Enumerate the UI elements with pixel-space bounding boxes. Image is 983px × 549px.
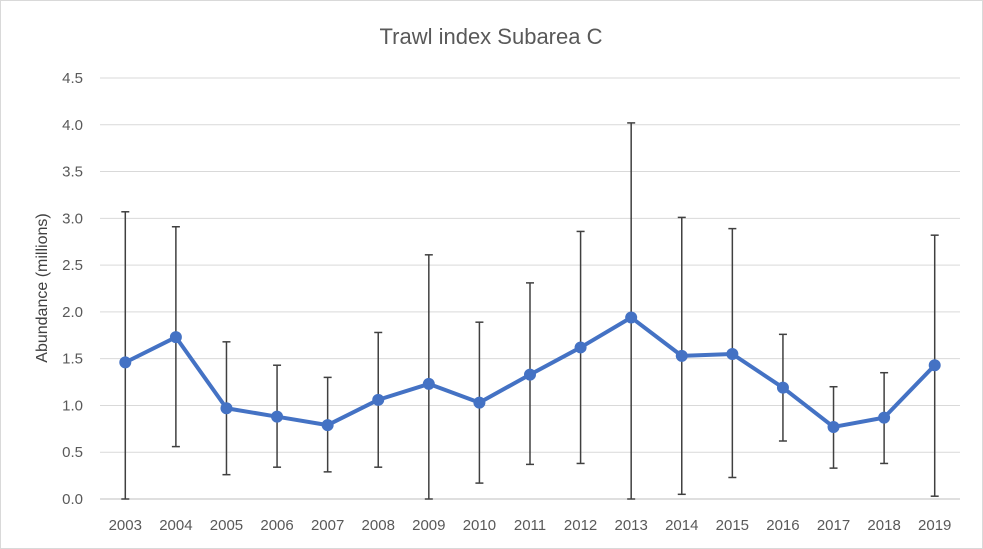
error-bar: [627, 122, 636, 500]
y-tick-label: 1.0: [62, 397, 83, 414]
data-point: [119, 356, 132, 369]
error-bar: [121, 211, 130, 500]
data-point: [321, 419, 334, 432]
x-axis-ticks: 2003 2004 2005 2006 2007 2008 2009 2010 2011 2012…: [109, 517, 952, 534]
x-tick-label: 2012: [564, 517, 597, 534]
chart-title: Trawl index Subarea C: [380, 24, 603, 49]
error-bars: [121, 122, 939, 500]
data-point: [675, 349, 688, 362]
x-tick-label: 2019: [918, 517, 951, 534]
data-point: [625, 311, 638, 324]
data-point: [827, 420, 840, 433]
y-tick-label: 0.5: [62, 444, 83, 461]
x-tick-label: 2006: [260, 517, 293, 534]
data-point: [726, 347, 739, 360]
x-tick-label: 2005: [210, 517, 243, 534]
y-tick-label: 4.0: [62, 117, 83, 134]
data-point: [169, 331, 182, 344]
x-tick-label: 2008: [362, 517, 395, 534]
data-point: [473, 396, 486, 409]
data-point: [271, 410, 284, 423]
x-tick-label: 2016: [766, 517, 799, 534]
x-tick-label: 2013: [614, 517, 647, 534]
x-tick-label: 2007: [311, 517, 344, 534]
data-point: [574, 341, 587, 354]
y-tick-label: 3.5: [62, 164, 83, 181]
y-tick-label: 4.5: [62, 70, 83, 87]
data-point: [928, 359, 941, 372]
data-point: [776, 381, 789, 394]
gridlines: [100, 77, 960, 500]
data-point: [878, 411, 891, 424]
error-bar: [424, 254, 433, 500]
data-point: [220, 402, 233, 415]
x-tick-label: 2014: [665, 517, 698, 534]
y-tick-label: 1.5: [62, 351, 83, 368]
y-tick-label: 0.0: [62, 491, 83, 508]
y-tick-label: 2.5: [62, 257, 83, 274]
x-tick-label: 2017: [817, 517, 850, 534]
x-tick-label: 2018: [867, 517, 900, 534]
x-tick-label: 2003: [109, 517, 142, 534]
data-points: [119, 311, 941, 433]
y-tick-label: 3.0: [62, 210, 83, 227]
y-axis-label: Abundance (millions): [34, 213, 51, 362]
x-tick-label: 2004: [159, 517, 192, 534]
y-axis-ticks: 0.0 0.5 1.0 1.5 2.0 2.5 3.0 3.5 4.0 4.5: [62, 70, 83, 508]
y-tick-label: 2.0: [62, 304, 83, 321]
data-point: [372, 393, 385, 406]
x-tick-label: 2010: [463, 517, 496, 534]
x-tick-label: 2009: [412, 517, 445, 534]
data-point: [524, 368, 536, 381]
x-tick-label: 2011: [514, 517, 546, 534]
data-point: [422, 377, 435, 390]
x-tick-label: 2015: [716, 517, 749, 534]
